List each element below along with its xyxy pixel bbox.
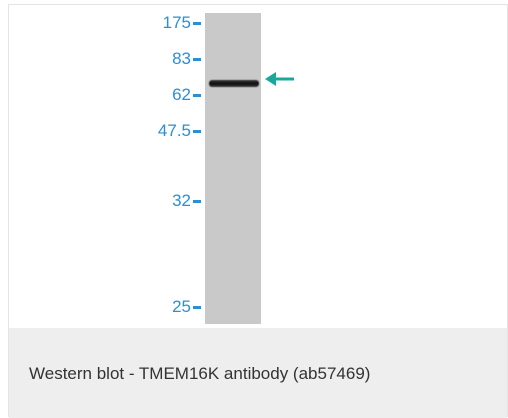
- marker-47-5: 47.5: [158, 121, 201, 141]
- image-card: 175 83 62 47.5 32 25 Western blot - TMEM…: [8, 4, 508, 418]
- arrow-left-icon: [265, 72, 294, 86]
- marker-25: 25: [172, 297, 201, 317]
- marker-62: 62: [172, 85, 201, 105]
- blot-lane: [205, 13, 261, 324]
- marker-32: 32: [172, 191, 201, 211]
- image-caption: Western blot - TMEM16K antibody (ab57469…: [29, 364, 371, 383]
- marker-83: 83: [172, 49, 201, 69]
- western-blot-image: 175 83 62 47.5 32 25: [9, 5, 507, 328]
- marker-175: 175: [163, 13, 201, 33]
- protein-band: [209, 80, 259, 87]
- caption-bar: Western blot - TMEM16K antibody (ab57469…: [9, 328, 507, 418]
